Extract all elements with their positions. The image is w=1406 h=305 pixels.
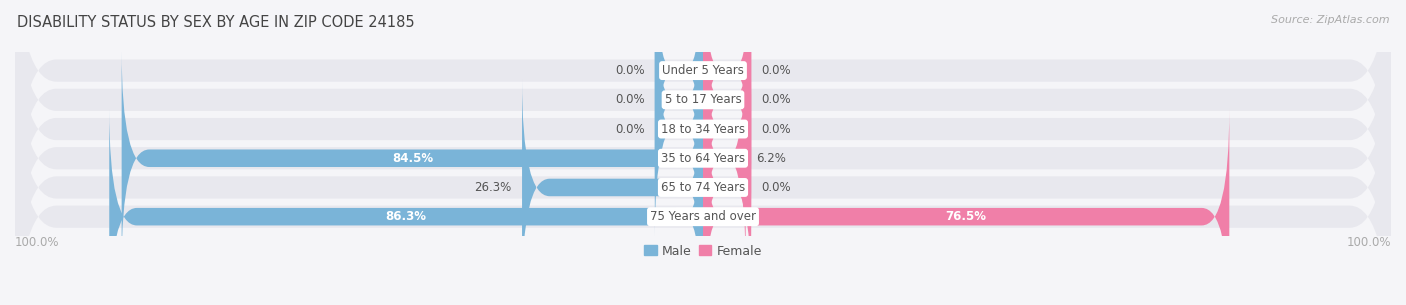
FancyBboxPatch shape	[655, 21, 703, 237]
FancyBboxPatch shape	[703, 79, 751, 296]
Text: 0.0%: 0.0%	[614, 123, 644, 135]
Text: 84.5%: 84.5%	[392, 152, 433, 165]
FancyBboxPatch shape	[703, 50, 745, 266]
Text: 76.5%: 76.5%	[946, 210, 987, 223]
FancyBboxPatch shape	[15, 52, 1391, 305]
Text: 65 to 74 Years: 65 to 74 Years	[661, 181, 745, 194]
Text: 100.0%: 100.0%	[15, 236, 59, 249]
FancyBboxPatch shape	[703, 0, 751, 208]
FancyBboxPatch shape	[655, 0, 703, 208]
Text: 100.0%: 100.0%	[1347, 236, 1391, 249]
Legend: Male, Female: Male, Female	[640, 239, 766, 263]
Text: 0.0%: 0.0%	[762, 181, 792, 194]
FancyBboxPatch shape	[15, 0, 1391, 235]
Text: 0.0%: 0.0%	[762, 93, 792, 106]
Text: 35 to 64 Years: 35 to 64 Years	[661, 152, 745, 165]
FancyBboxPatch shape	[703, 109, 1229, 305]
FancyBboxPatch shape	[15, 0, 1391, 305]
FancyBboxPatch shape	[15, 0, 1391, 264]
FancyBboxPatch shape	[703, 0, 751, 179]
FancyBboxPatch shape	[122, 50, 703, 266]
Text: Source: ZipAtlas.com: Source: ZipAtlas.com	[1271, 15, 1389, 25]
Text: 86.3%: 86.3%	[385, 210, 426, 223]
Text: 75 Years and over: 75 Years and over	[650, 210, 756, 223]
Text: 0.0%: 0.0%	[614, 93, 644, 106]
FancyBboxPatch shape	[15, 23, 1391, 305]
FancyBboxPatch shape	[655, 0, 703, 179]
Text: 5 to 17 Years: 5 to 17 Years	[665, 93, 741, 106]
Text: 26.3%: 26.3%	[474, 181, 512, 194]
Text: Under 5 Years: Under 5 Years	[662, 64, 744, 77]
Text: 0.0%: 0.0%	[614, 64, 644, 77]
Text: 0.0%: 0.0%	[762, 64, 792, 77]
Text: DISABILITY STATUS BY SEX BY AGE IN ZIP CODE 24185: DISABILITY STATUS BY SEX BY AGE IN ZIP C…	[17, 15, 415, 30]
Text: 6.2%: 6.2%	[756, 152, 786, 165]
Text: 0.0%: 0.0%	[762, 123, 792, 135]
FancyBboxPatch shape	[703, 21, 751, 237]
Text: 18 to 34 Years: 18 to 34 Years	[661, 123, 745, 135]
FancyBboxPatch shape	[15, 0, 1391, 293]
FancyBboxPatch shape	[110, 109, 703, 305]
FancyBboxPatch shape	[522, 79, 703, 296]
